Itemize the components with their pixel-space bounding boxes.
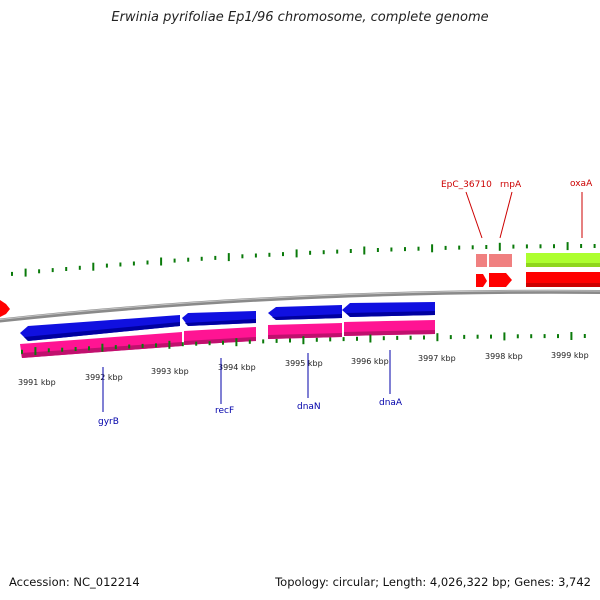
- rna-feature-left: [0, 300, 10, 317]
- gene-track-dnaA-shade: [344, 330, 435, 336]
- gene-labels-top: EpC_36710 rnpA oxaA: [441, 179, 593, 239]
- kbp-label: 3994 kbp: [218, 363, 256, 372]
- kbp-label: 3995 kbp: [285, 359, 323, 368]
- gene-labels-bottom: gyrB recF dnaN dnaA: [98, 350, 403, 427]
- leader-line-EpC_36710: [465, 191, 483, 239]
- gene-label-dnaN: dnaN: [297, 402, 321, 412]
- cds-gyrB-shade: [24, 322, 180, 341]
- kbp-label: 3991 kbp: [18, 378, 56, 387]
- kbp-scale-labels: 3991 kbp 3992 kbp 3993 kbp 3994 kbp 3995…: [18, 351, 589, 387]
- map-title: Erwinia pyrifoliae Ep1/96 chromosome, co…: [111, 10, 489, 25]
- gene-label-recF: recF: [215, 406, 234, 416]
- gene-track-dnaN-shade: [268, 333, 342, 339]
- gene-track-recF-shade: [184, 337, 256, 345]
- cds-dnaA-shade: [346, 311, 435, 317]
- kbp-label: 3999 kbp: [551, 351, 589, 360]
- kbp-label: 3997 kbp: [418, 354, 456, 363]
- cds-forward-oxaA-shade: [526, 263, 600, 267]
- trna-feature-2: [489, 254, 512, 267]
- chromosome-backbone: [0, 289, 600, 323]
- kbp-label: 3996 kbp: [351, 357, 389, 366]
- inner-ticks: [21, 332, 586, 356]
- chromosome-backbone-highlight: [0, 290, 600, 320]
- outer-ticks: [11, 242, 596, 277]
- topology-summary-text: Topology: circular; Length: 4,026,322 bp…: [275, 575, 591, 589]
- gene-label-rnpA: rnpA: [500, 180, 522, 190]
- kbp-label: 3993 kbp: [151, 367, 189, 376]
- rna-feature-oxaA-shade: [526, 283, 600, 287]
- gene-label-gyrB: gyrB: [98, 417, 119, 427]
- gene-label-oxaA: oxaA: [570, 179, 593, 189]
- accession-text: Accession: NC_012214: [9, 575, 140, 589]
- kbp-label: 3992 kbp: [85, 373, 123, 382]
- rna-arrow-2: [489, 273, 512, 287]
- leader-line-rnpA: [499, 191, 513, 239]
- cds-dnaN-shade: [272, 314, 342, 320]
- cds-recF-shade: [185, 319, 256, 326]
- gene-label-EpC_36710: EpC_36710: [441, 180, 492, 190]
- trna-feature-1: [476, 254, 487, 267]
- kbp-label: 3998 kbp: [485, 352, 523, 361]
- rna-arrow-1: [476, 274, 487, 287]
- gene-label-dnaA: dnaA: [379, 398, 403, 408]
